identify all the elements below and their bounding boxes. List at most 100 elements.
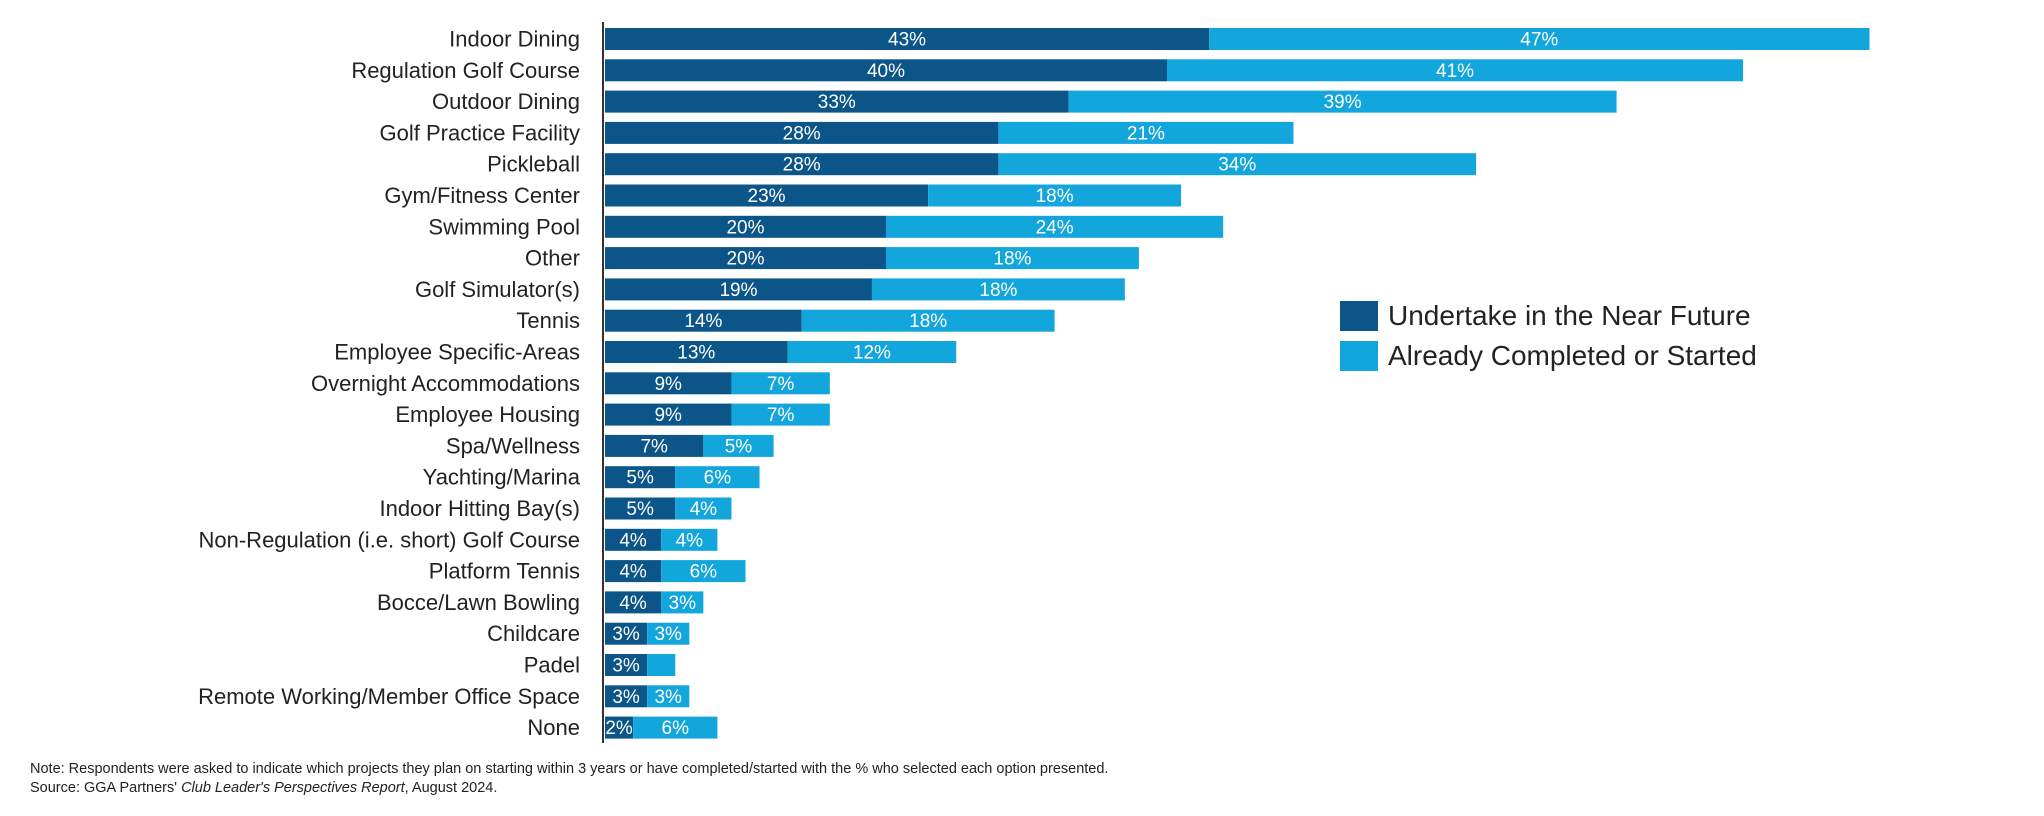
bar-completed <box>886 247 1139 270</box>
bar-undertake <box>605 466 676 489</box>
data-label-completed: 34% <box>1218 155 1256 176</box>
category-label: Childcare <box>487 621 580 646</box>
source-prefix: Source: GGA Partners' <box>30 780 182 796</box>
data-label-completed: 5% <box>725 436 753 457</box>
bar-completed <box>633 716 718 739</box>
category-label: Employee Specific-Areas <box>334 340 580 365</box>
legend: Undertake in the Near Future Already Com… <box>1340 296 1757 376</box>
bar-undertake <box>605 28 1210 50</box>
category-label: Remote Working/Member Office Space <box>198 684 580 709</box>
data-label-completed: 3% <box>669 593 697 614</box>
data-label-undertake: 23% <box>748 186 786 207</box>
bar-completed <box>1068 90 1617 113</box>
legend-swatch-completed <box>1340 341 1378 371</box>
bar-completed <box>871 278 1125 301</box>
bar-undertake <box>605 90 1069 113</box>
category-label: Padel <box>524 653 580 678</box>
bar-undertake <box>605 278 872 301</box>
bar-undertake <box>605 309 802 332</box>
bar-undertake <box>605 434 704 457</box>
legend-item-completed: Already Completed or Started <box>1340 336 1757 376</box>
bar-undertake <box>605 716 634 739</box>
data-label-undertake: 28% <box>783 123 821 144</box>
bar-completed <box>703 434 774 457</box>
data-label-undertake: 2% <box>605 718 633 739</box>
bar-undertake <box>605 497 676 520</box>
category-label: Platform Tennis <box>429 559 580 584</box>
bar-undertake <box>605 247 886 270</box>
data-label-completed: 6% <box>704 468 732 489</box>
data-label-completed: 41% <box>1436 61 1474 82</box>
bars-group: Indoor Dining 43% 47% Regulation Golf Cours… <box>198 27 1870 740</box>
category-label: Overnight Accommodations <box>311 371 580 396</box>
data-label-completed: 7% <box>767 374 795 395</box>
category-label: Regulation Golf Course <box>351 58 580 83</box>
data-label-completed: 18% <box>993 249 1031 270</box>
bar-undertake <box>605 622 648 645</box>
legend-swatch-undertake <box>1340 301 1378 331</box>
data-label-completed: 18% <box>979 280 1017 301</box>
bar-completed <box>647 685 690 708</box>
stacked-bar-chart: Indoor Dining 43% 47% Regulation Golf Cours… <box>198 22 1870 743</box>
data-label-undertake: 5% <box>626 499 654 520</box>
bar-undertake <box>605 560 662 583</box>
data-label-undertake: 28% <box>783 155 821 176</box>
data-label-undertake: 40% <box>867 61 905 82</box>
category-label: Employee Housing <box>395 402 580 427</box>
category-label: Spa/Wellness <box>446 433 580 458</box>
data-label-completed: 6% <box>662 718 690 739</box>
bar-undertake <box>605 685 648 708</box>
data-label-undertake: 9% <box>654 405 682 426</box>
category-label: Yachting/Marina <box>423 465 581 490</box>
bar-completed <box>998 121 1294 144</box>
data-label-completed: 18% <box>1036 186 1074 207</box>
bar-undertake <box>605 121 999 144</box>
bar-completed <box>647 654 676 676</box>
bar-completed <box>661 591 704 614</box>
bar-undertake <box>605 153 999 176</box>
bar-completed <box>801 309 1055 332</box>
data-label-undertake: 13% <box>677 343 715 364</box>
bar-completed <box>661 528 718 551</box>
category-label: Pickleball <box>487 152 580 177</box>
bar-undertake <box>605 341 788 363</box>
data-label-completed: 24% <box>1036 217 1074 238</box>
note-text: Note: Respondents were asked to indicate… <box>30 761 1109 777</box>
bar-undertake <box>605 591 662 614</box>
bar-completed <box>661 560 746 583</box>
bar-completed <box>928 184 1182 207</box>
data-label-undertake: 43% <box>888 30 926 51</box>
bar-completed <box>731 372 830 395</box>
category-label: Tennis <box>516 308 580 333</box>
data-label-undertake: 33% <box>818 92 856 113</box>
category-label: Non-Regulation (i.e. short) Golf Course <box>199 527 581 552</box>
bar-completed <box>886 215 1224 238</box>
bar-undertake <box>605 184 929 207</box>
legend-item-undertake: Undertake in the Near Future <box>1340 296 1757 336</box>
category-label: Indoor Hitting Bay(s) <box>379 496 580 521</box>
data-label-completed: 12% <box>853 343 891 364</box>
bar-undertake <box>605 215 886 238</box>
category-label: Other <box>525 246 580 271</box>
category-label: Outdoor Dining <box>432 89 580 114</box>
category-label: Indoor Dining <box>449 27 580 52</box>
data-label-completed: 4% <box>676 530 704 551</box>
bar-completed <box>675 466 760 489</box>
data-label-completed: 3% <box>654 624 682 645</box>
source-suffix: , August 2024. <box>404 780 498 796</box>
data-label-undertake: 14% <box>684 311 722 332</box>
bar-undertake <box>605 372 732 395</box>
data-label-undertake: 5% <box>626 468 654 489</box>
data-label-completed: 4% <box>690 499 718 520</box>
source-title: Club Leader's Perspectives Report <box>181 780 405 796</box>
data-label-undertake: 3% <box>612 624 640 645</box>
data-label-undertake: 4% <box>619 530 647 551</box>
data-label-undertake: 19% <box>719 280 757 301</box>
data-label-undertake: 4% <box>619 593 647 614</box>
category-label: None <box>527 715 580 740</box>
category-label: Swimming Pool <box>428 214 580 239</box>
bar-completed <box>1209 28 1870 50</box>
bar-undertake <box>605 59 1167 82</box>
legend-label-undertake: Undertake in the Near Future <box>1388 300 1751 331</box>
data-label-undertake: 7% <box>640 436 668 457</box>
